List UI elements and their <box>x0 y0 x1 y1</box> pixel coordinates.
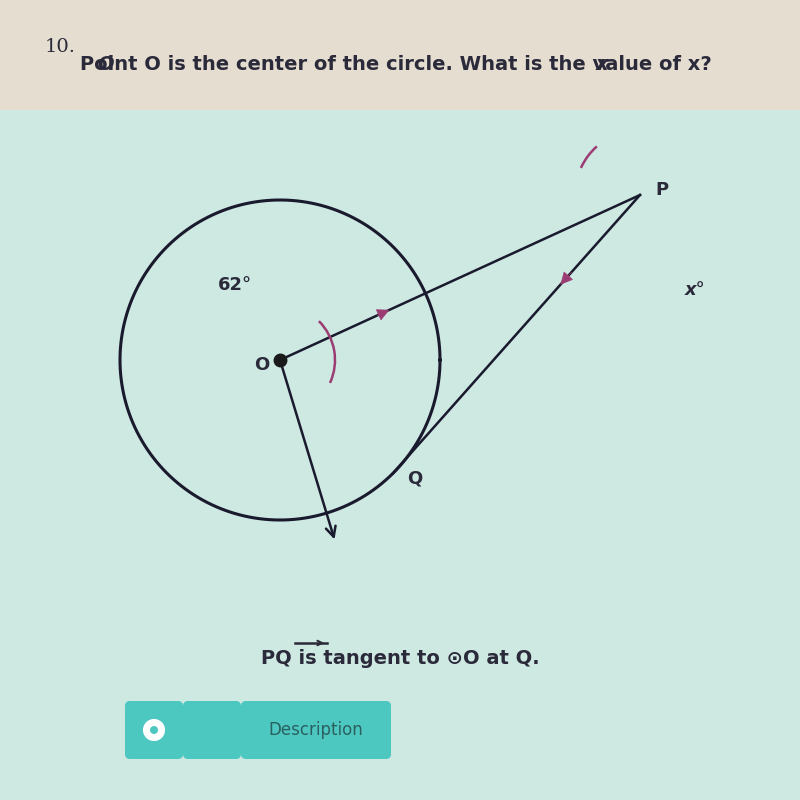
Bar <box>0 0 800 110</box>
Text: O: O <box>254 356 270 374</box>
Text: Point O is the center of the circle. What is the value of x?: Point O is the center of the circle. Wha… <box>80 55 712 74</box>
Text: PQ is tangent to ⊙O at Q.: PQ is tangent to ⊙O at Q. <box>261 649 539 667</box>
Text: Q: Q <box>407 469 422 487</box>
Circle shape <box>144 720 164 740</box>
Circle shape <box>150 726 158 734</box>
Text: O: O <box>97 55 114 74</box>
FancyBboxPatch shape <box>125 701 183 759</box>
Text: 10.: 10. <box>45 38 76 56</box>
Text: P: P <box>655 181 669 199</box>
Text: x°: x° <box>685 281 706 299</box>
FancyBboxPatch shape <box>183 701 241 759</box>
Text: x: x <box>596 55 609 74</box>
Text: 62°: 62° <box>218 276 252 294</box>
Text: Description: Description <box>269 721 363 739</box>
FancyBboxPatch shape <box>241 701 391 759</box>
